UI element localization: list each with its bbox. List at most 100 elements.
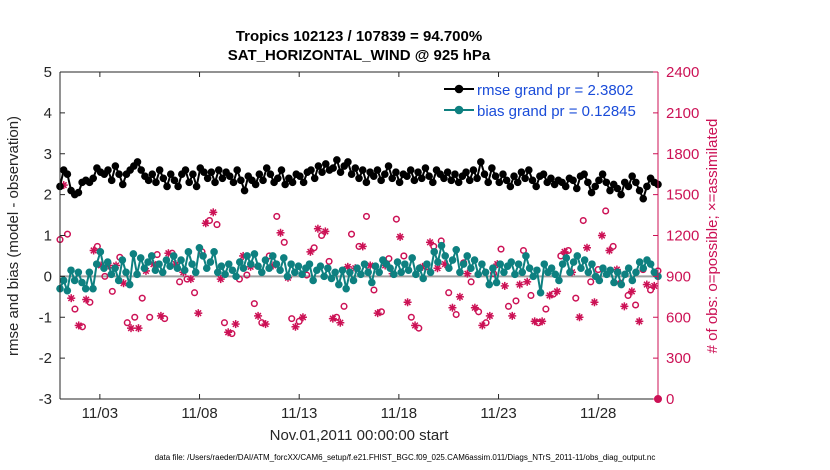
possible-obs-point	[220, 319, 228, 327]
x-tick-label: 11/08	[181, 405, 217, 422]
bias-point	[415, 264, 424, 273]
bias-series	[56, 241, 662, 297]
bias-point	[368, 278, 376, 287]
rmse-point	[440, 174, 448, 183]
possible-obs-point	[310, 244, 318, 252]
rmse-point	[166, 170, 175, 178]
assimilated-obs-point	[194, 309, 203, 318]
bias-point	[136, 254, 145, 262]
rmse-point	[211, 178, 219, 187]
x-ticks: 11/03 11/08 11/13 11/18 11/23 11/28	[82, 72, 616, 422]
bias-point	[437, 241, 446, 250]
rmse-point	[266, 170, 275, 178]
bias-point	[540, 260, 549, 268]
rmse-point	[218, 174, 227, 183]
rmse-point	[414, 168, 422, 176]
bias-point	[628, 276, 637, 285]
bias-point	[243, 252, 251, 260]
bias-point	[63, 286, 72, 295]
bias-point	[177, 256, 185, 264]
rmse-point	[506, 182, 515, 191]
assimilated-obs-point	[82, 295, 91, 304]
assimilated-obs-point	[448, 303, 457, 312]
assimilated-obs-point	[328, 314, 337, 323]
possible-obs-point	[497, 245, 505, 253]
bias-point	[364, 268, 372, 277]
bias-point	[85, 268, 94, 277]
bias-point	[525, 264, 534, 273]
rmse-point	[240, 186, 249, 195]
possible-obs-point	[347, 230, 356, 238]
assimilated-obs-point	[560, 247, 569, 256]
possible-obs-point	[108, 287, 116, 295]
rmse-point	[587, 188, 596, 197]
x-tick-label: 11/28	[580, 405, 616, 422]
bias-point	[162, 256, 171, 264]
bias-point	[533, 266, 541, 275]
bias-point	[478, 260, 486, 268]
possible-obs-point	[295, 317, 303, 325]
possible-obs-point	[452, 310, 460, 319]
possible-obs-point	[273, 212, 281, 220]
bias-point	[470, 256, 479, 264]
assimilated-obs-point	[523, 277, 532, 286]
bias-point	[331, 268, 339, 277]
rmse-point	[148, 170, 157, 178]
bias-point	[360, 260, 369, 268]
rmse-point	[229, 178, 238, 187]
assimilated-obs-point	[575, 313, 584, 322]
y-right-tick-label: 1500	[666, 187, 699, 204]
bias-point	[316, 262, 325, 270]
bias-point	[272, 260, 281, 268]
rmse-point	[469, 166, 478, 174]
rmse-point	[499, 170, 507, 178]
y-left-ticks: -3 -2 -1 0 1 2 3 4 5	[39, 64, 65, 408]
rmse-point	[251, 180, 260, 189]
bias-point	[246, 260, 255, 268]
bias-point	[140, 264, 149, 273]
rmse-point	[602, 178, 611, 187]
assimilated-obs-point	[298, 313, 307, 322]
assimilated-obs-point	[67, 294, 76, 303]
y-right-axis-label: # of obs: o=possible; ×=assimilated	[704, 119, 721, 354]
rmse-point	[299, 178, 308, 187]
plot-area	[60, 72, 658, 399]
bias-point	[283, 272, 292, 281]
bias-point	[456, 268, 464, 277]
possible-obs-point	[370, 286, 378, 294]
rmse-point	[296, 172, 304, 181]
rmse-point	[163, 182, 171, 191]
assimilated-obs-point	[373, 309, 382, 318]
legend-rmse-label: rmse grand pr = 2.3802	[477, 82, 633, 99]
bias-point	[257, 268, 266, 277]
rmse-point	[192, 182, 201, 191]
chart-title: Tropics 102123 / 107839 = 94.700%	[236, 28, 482, 45]
rmse-point	[373, 166, 382, 174]
rmse-point	[598, 170, 607, 178]
rmse-point	[336, 168, 345, 176]
bias-point	[573, 252, 582, 260]
rmse-point	[513, 178, 522, 187]
bias-point	[566, 268, 574, 277]
bias-point	[129, 250, 138, 258]
rmse-point	[358, 166, 367, 174]
bias-point	[393, 258, 402, 266]
x-tick-label: 11/23	[480, 405, 516, 422]
rmse-point	[403, 172, 411, 181]
y-right-ticks: 0 300 600 900 1200 1500 1800 2100 2400	[653, 64, 699, 408]
rmse-point	[347, 170, 356, 178]
rmse-point	[510, 172, 518, 181]
rmse-point	[639, 194, 648, 203]
rmse-point	[255, 170, 264, 178]
bias-point	[335, 280, 343, 289]
bias-point	[342, 284, 350, 293]
possible-obs-point	[191, 289, 199, 297]
rmse-point	[318, 168, 326, 176]
bias-point	[639, 264, 648, 273]
bias-point	[287, 260, 295, 268]
bias-point	[195, 243, 204, 252]
rmse-point	[421, 164, 430, 172]
bias-point	[206, 258, 215, 266]
rmse-point	[259, 176, 267, 185]
